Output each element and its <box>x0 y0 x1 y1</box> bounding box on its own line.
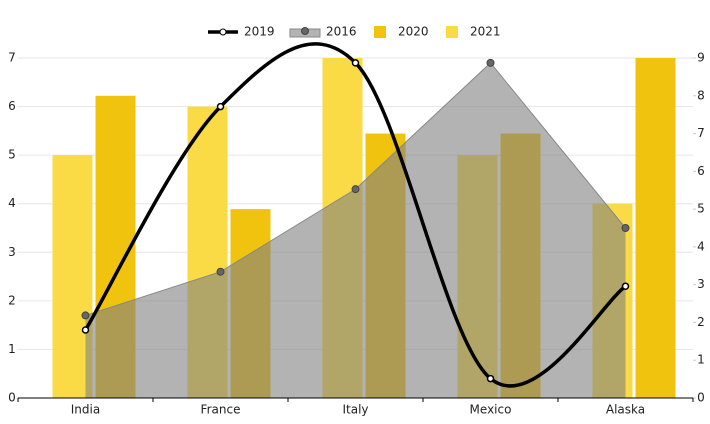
y-tick-label: 1 <box>8 342 16 356</box>
x-tick-label: France <box>201 403 241 417</box>
y2-tick-label: 5 <box>697 202 705 216</box>
line-point <box>351 59 360 67</box>
y2-tick-label: 8 <box>697 88 705 102</box>
area-point <box>486 58 495 67</box>
axes: 0 1 2 3 4 5 6 7 0 1 2 3 4 5 6 7 8 9 India France Italy Mexico… <box>8 51 705 417</box>
y2-tick-label: 2 <box>697 315 705 329</box>
y2-tick-label: 3 <box>697 277 705 291</box>
legend: 2019 2016 2020 2021 <box>208 25 501 39</box>
x-tick-label: Italy <box>342 403 368 417</box>
y-tick-label: 3 <box>8 245 16 259</box>
line-point <box>216 102 225 111</box>
area <box>85 62 626 398</box>
y2-tick-label: 4 <box>697 239 705 253</box>
y-tick-label: 7 <box>8 51 16 65</box>
area-point <box>81 311 90 320</box>
y2-tick-label: 7 <box>697 126 705 140</box>
line <box>84 42 627 388</box>
y2-tick-label: 6 <box>697 164 705 178</box>
y-tick-label: 6 <box>8 99 16 113</box>
legend-icon <box>301 27 309 35</box>
area-point <box>351 185 360 194</box>
legend-label: 2016 <box>326 25 357 39</box>
x-tick-label: Alaska <box>606 403 645 417</box>
legend-label: 2019 <box>244 25 275 39</box>
legend-icon <box>374 26 386 38</box>
bar <box>635 58 676 398</box>
x-tick-label: India <box>71 403 100 417</box>
legend-icon <box>219 28 227 36</box>
area-point <box>621 224 630 232</box>
lines <box>81 42 630 388</box>
line-point <box>81 326 90 334</box>
y2-tick-label: 0 <box>697 391 705 405</box>
line-point <box>486 374 495 383</box>
legend-icon <box>446 26 458 38</box>
line-point <box>621 282 630 291</box>
y-tick-label: 5 <box>8 148 16 162</box>
y-tick-label: 0 <box>8 391 16 405</box>
y-tick-label: 4 <box>8 196 16 210</box>
legend-label: 2020 <box>398 25 429 39</box>
area-point <box>216 267 225 276</box>
y2-tick-label: 1 <box>697 353 705 367</box>
x-tick-label: Mexico <box>470 403 512 417</box>
legend-label: 2021 <box>470 25 501 39</box>
y2-tick-label: 9 <box>697 51 705 65</box>
y-tick-label: 2 <box>8 293 16 307</box>
